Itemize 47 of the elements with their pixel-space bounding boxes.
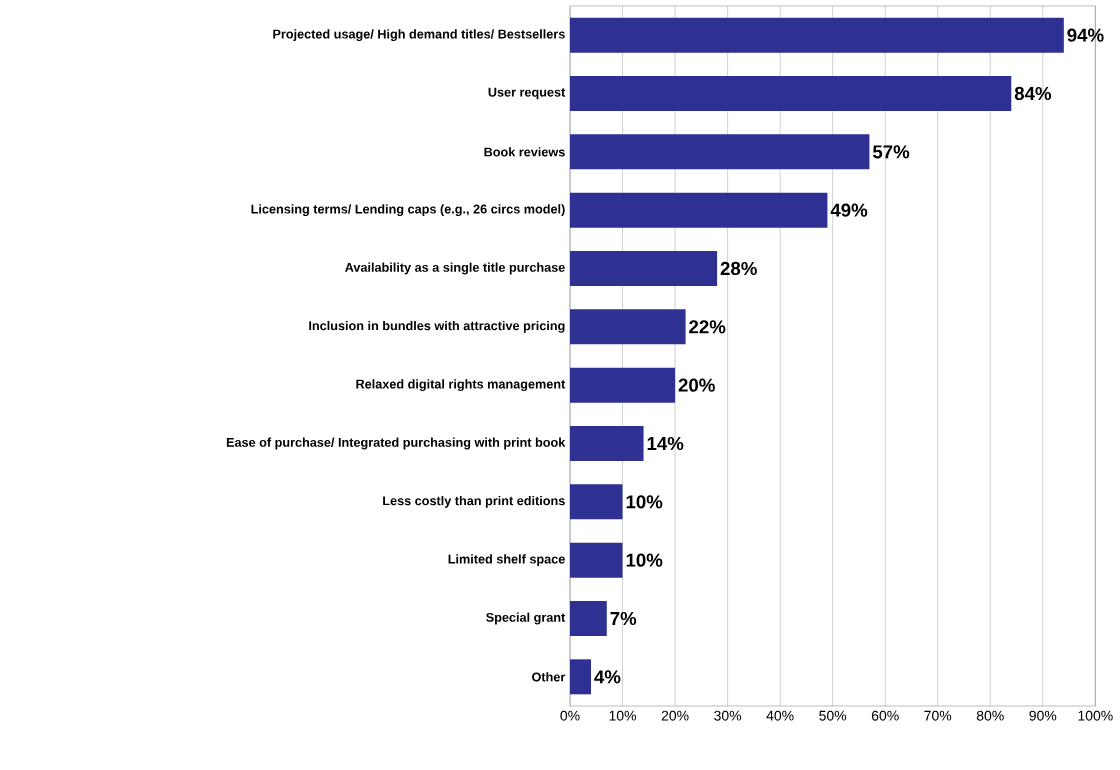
bar bbox=[570, 601, 607, 636]
data-label: 84% bbox=[1014, 86, 1052, 101]
data-label: 28% bbox=[720, 261, 757, 276]
data-label: 14% bbox=[647, 436, 684, 451]
bar bbox=[570, 192, 828, 228]
data-label: 49% bbox=[830, 203, 868, 217]
x-tick-label: 90% bbox=[1029, 710, 1057, 721]
y-tick-label: Projected usage/ High demand titles/ Bestsellers bbox=[273, 29, 565, 42]
y-tick-label: Inclusion in bundles with attractive pricing bbox=[309, 320, 565, 333]
x-tick-label: 70% bbox=[924, 710, 952, 721]
x-tick-label: 60% bbox=[871, 710, 899, 721]
x-tick-label: 30% bbox=[714, 710, 742, 721]
x-tick-label: 100% bbox=[1078, 710, 1113, 721]
data-label: 57% bbox=[872, 145, 910, 159]
x-tick-label: 40% bbox=[766, 710, 794, 721]
data-label: 7% bbox=[610, 611, 637, 626]
x-tick-label: 0% bbox=[560, 710, 580, 721]
y-tick-label: Less costly than print editions bbox=[383, 495, 565, 508]
x-tick-label: 20% bbox=[661, 710, 689, 721]
bar bbox=[570, 251, 718, 286]
data-label: 4% bbox=[594, 670, 621, 684]
data-label: 20% bbox=[678, 378, 715, 392]
y-tick-label: Special grant bbox=[486, 612, 566, 625]
bar bbox=[570, 134, 870, 170]
bar bbox=[570, 309, 686, 345]
bar bbox=[570, 76, 1012, 111]
data-label: 94% bbox=[1067, 28, 1104, 42]
y-tick-label: Availability as a single title purchase bbox=[345, 262, 565, 275]
x-tick-label: 10% bbox=[609, 710, 637, 721]
y-tick-label: Book reviews bbox=[484, 147, 565, 157]
bar bbox=[570, 17, 1064, 53]
bar bbox=[570, 659, 592, 695]
y-tick-label: Other bbox=[532, 672, 566, 682]
y-tick-label: Ease of purchase/ Integrated purchasing with print book bbox=[226, 437, 566, 450]
bar bbox=[570, 484, 623, 520]
data-label: 10% bbox=[626, 495, 663, 509]
x-tick-label: 50% bbox=[819, 710, 847, 721]
y-tick-label: Limited shelf space bbox=[448, 554, 565, 567]
x-tick-label: 80% bbox=[976, 710, 1004, 721]
y-tick-label: Relaxed digital rights management bbox=[356, 379, 566, 392]
bar bbox=[570, 367, 676, 403]
bar bbox=[570, 426, 644, 461]
y-tick-label: Licensing terms/ Lending caps (e.g., 26 circs model) bbox=[251, 204, 565, 217]
y-tick-label: User request bbox=[488, 87, 566, 100]
bar bbox=[570, 542, 623, 578]
data-label: 22% bbox=[689, 320, 726, 334]
data-label: 10% bbox=[626, 553, 663, 567]
